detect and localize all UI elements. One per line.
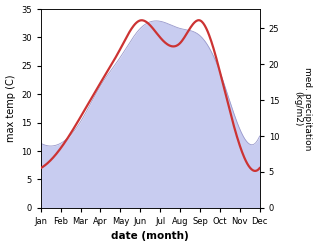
X-axis label: date (month): date (month) [111,231,189,242]
Y-axis label: max temp (C): max temp (C) [5,75,16,142]
Y-axis label: med. precipitation
(kg/m2): med. precipitation (kg/m2) [293,67,313,150]
